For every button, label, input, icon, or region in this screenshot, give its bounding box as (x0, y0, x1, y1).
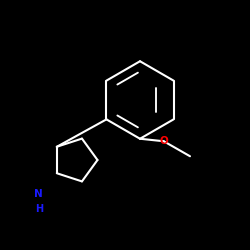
Text: H: H (35, 204, 43, 214)
Text: O: O (160, 136, 168, 146)
Text: N: N (34, 189, 43, 199)
